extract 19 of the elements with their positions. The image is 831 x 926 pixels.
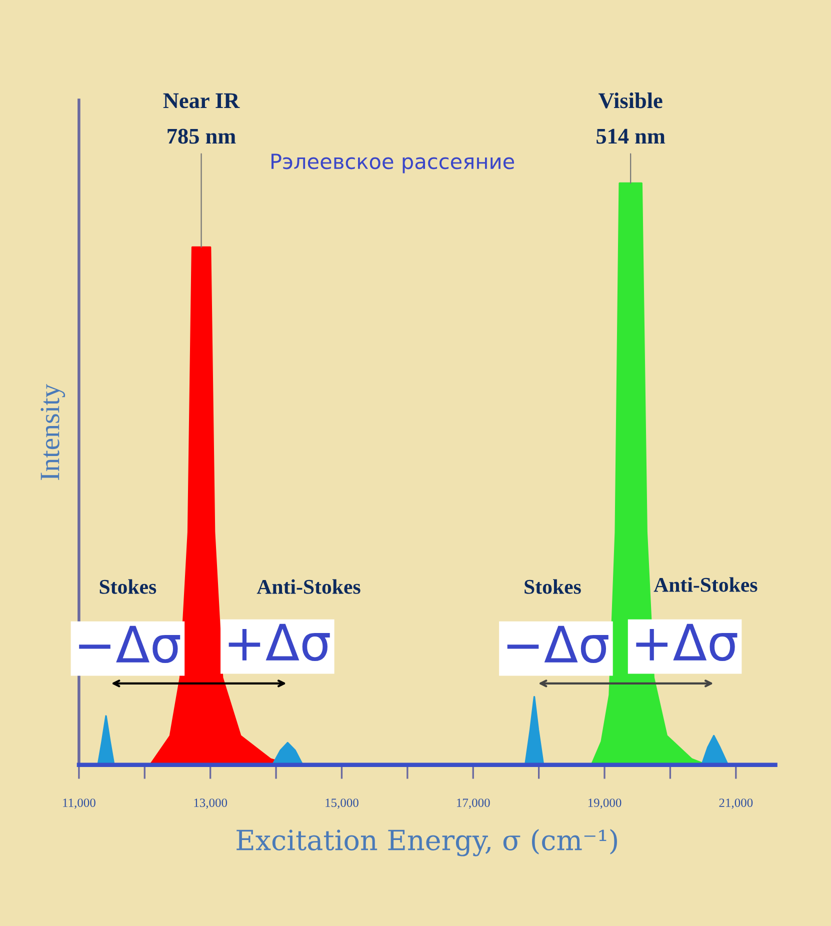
- x-tick-label: 21,000: [719, 798, 753, 809]
- y-axis-title: Intensity: [40, 384, 66, 480]
- x-tick-label: 19,000: [588, 798, 622, 809]
- annotation: −Δσ: [79, 626, 180, 664]
- annotation: Anti-Stokes: [256, 579, 360, 594]
- annotation: −Δσ: [507, 626, 608, 664]
- annotation: Near IR 785 nm: [163, 93, 240, 144]
- annotation: +Δσ: [228, 624, 330, 662]
- annotation: Visible 514 nm: [596, 92, 666, 144]
- x-tick-label: 17,000: [457, 798, 490, 809]
- annotation: Stokes: [524, 579, 581, 594]
- annotation: Anti-Stokes: [654, 577, 758, 592]
- x-tick-label: 15,000: [326, 798, 358, 809]
- annotation: Stokes: [100, 579, 156, 594]
- text: Рэлеевское рассеяние: [272, 154, 514, 174]
- x-axis-title: Excitation Energy, σ (cm⁻¹): [236, 828, 617, 856]
- x-tick-label: 11,000: [63, 798, 96, 809]
- x-tick-label: 13,000: [194, 798, 228, 809]
- annotation: +Δσ: [636, 624, 738, 662]
